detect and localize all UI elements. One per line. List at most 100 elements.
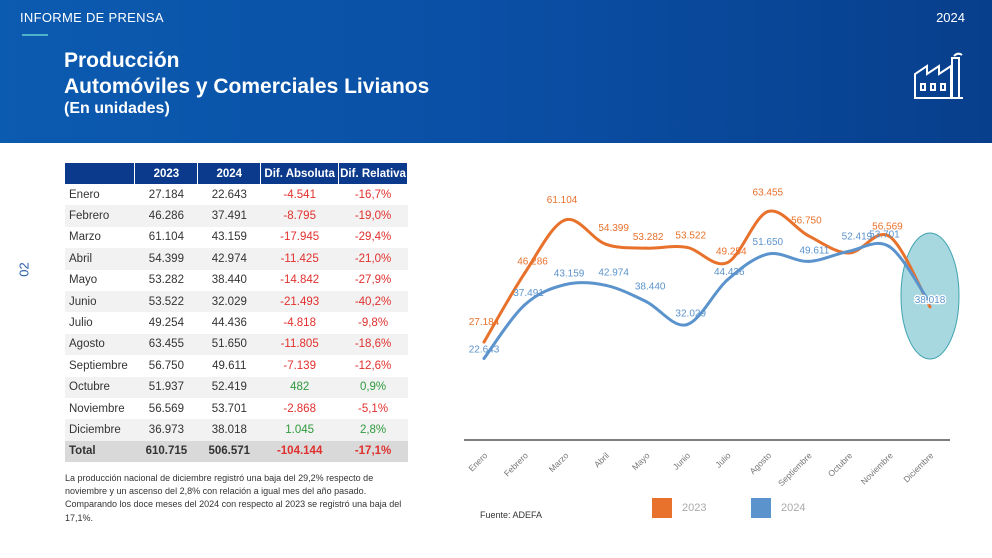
factory-icon xyxy=(914,52,963,99)
production-table: 2023 2024 Dif. Absoluta Dif. Relativa En… xyxy=(65,163,408,463)
cell-month: Mayo xyxy=(69,274,98,287)
report-kicker: INFORME DE PRENSA xyxy=(20,10,164,25)
x-tick-label: Noviembre xyxy=(859,450,895,486)
cell-month: Marzo xyxy=(69,231,101,244)
data-label-2023: 56.750 xyxy=(791,216,822,227)
cell-abs-diff: 482 xyxy=(260,376,339,398)
cell-total-2023: 610.715 xyxy=(134,440,198,463)
col-header-month xyxy=(65,163,136,184)
cell-rel-diff: 0,9% xyxy=(338,376,408,398)
cell-rel-diff: -5,1% xyxy=(358,402,389,415)
x-tick-label: Junio xyxy=(671,450,693,472)
title-line-1: Producción xyxy=(64,49,180,72)
table-header-row: 2023 2024 Dif. Absoluta Dif. Relativa xyxy=(65,163,408,184)
legend-label-2024: 2024 xyxy=(781,502,806,514)
table-row: Abril 54.399 42.974 -11.425 -21,0% xyxy=(65,248,408,270)
data-label-2024: 44.436 xyxy=(714,267,745,278)
data-point-2023 xyxy=(604,242,608,246)
data-point-2023 xyxy=(685,245,689,249)
data-point-2024 xyxy=(806,259,810,263)
data-label-2024: 43.159 xyxy=(554,269,585,280)
cell-2024: 38.440 xyxy=(211,274,247,287)
data-label-2024: 38.440 xyxy=(635,282,666,293)
data-point-2024 xyxy=(847,249,851,253)
table-row: Junio 53.522 32.029 -21.493 -40,2% xyxy=(65,290,408,313)
data-label-2023: 53.522 xyxy=(675,230,706,241)
legend-swatch-2023 xyxy=(652,498,672,518)
x-tick-label: Enero xyxy=(466,450,489,473)
col-header-rel-diff: Dif. Relativa xyxy=(338,163,408,184)
data-label-2024: 22.643 xyxy=(469,344,500,355)
x-tick-label: Octubre xyxy=(826,450,855,479)
cell-abs-diff: -2.868 xyxy=(283,402,316,415)
cell-2023: 54.399 xyxy=(134,248,198,270)
cell-abs-diff: -11.805 xyxy=(260,333,339,356)
data-point-2023 xyxy=(887,234,891,238)
cell-2023: 27.184 xyxy=(148,188,184,201)
data-point-2023 xyxy=(725,261,729,265)
data-point-2024 xyxy=(644,300,648,304)
data-point-2024 xyxy=(523,303,527,307)
x-tick-label: Mayo xyxy=(630,450,652,472)
cell-2023: 53.282 xyxy=(148,274,184,287)
cell-month: Noviembre xyxy=(69,402,125,415)
header-banner: INFORME DE PRENSA 2024 Producción Automó… xyxy=(0,0,992,143)
x-tick-label: Febrero xyxy=(502,450,530,478)
cell-abs-diff: -7.139 xyxy=(283,359,316,372)
cell-2024: 43.159 xyxy=(211,231,247,244)
data-point-2024 xyxy=(685,323,689,327)
data-label-2024: 38.018 xyxy=(915,295,946,306)
data-point-2024 xyxy=(887,245,891,249)
data-label-2024: 32.029 xyxy=(675,309,706,320)
cell-2023: 36.973 xyxy=(134,419,198,441)
data-label-2023: 53.282 xyxy=(633,232,664,243)
cell-abs-diff: -17.945 xyxy=(280,231,320,244)
data-point-2024 xyxy=(604,283,608,287)
cell-total-abs-diff: -104.144 xyxy=(260,440,339,463)
data-label-2024: 51.650 xyxy=(753,237,784,248)
cell-month: Febrero xyxy=(65,205,135,227)
source-note: Fuente: ADEFA xyxy=(480,510,543,520)
x-tick-label: Agosto xyxy=(747,450,773,476)
cell-total-2024: 506.571 xyxy=(197,440,261,463)
note-paragraph-1: La producción nacional de diciembre regi… xyxy=(65,473,374,497)
cell-month: Junio xyxy=(65,290,135,313)
cell-rel-diff: -27,9% xyxy=(354,274,392,287)
cell-abs-diff: -21.493 xyxy=(260,290,339,313)
data-label-2023: 61.104 xyxy=(547,195,578,206)
cell-2024: 49.611 xyxy=(212,359,247,372)
production-line-chart: 27.184 46.286 61.104 54.399 53.282 53.522 49.2… xyxy=(464,188,960,488)
cell-month: Octubre xyxy=(65,376,135,398)
data-point-2024 xyxy=(725,278,729,282)
cell-2024: 38.018 xyxy=(197,419,261,441)
title-line-2: Automóviles y Comerciales Livianos xyxy=(64,75,430,98)
cell-2024: 32.029 xyxy=(197,290,261,313)
cell-month: Enero xyxy=(69,188,100,201)
x-tick-label: Diciembre xyxy=(901,450,935,484)
cell-2024: 52.419 xyxy=(197,376,261,398)
cell-total-rel-diff: -17,1% xyxy=(338,440,408,463)
table-row: Enero 27.184 22.643 -4.541 -16,7% xyxy=(65,184,408,205)
cell-rel-diff: -40,2% xyxy=(338,290,408,313)
cell-month: Abril xyxy=(65,248,135,270)
cell-2023: 63.455 xyxy=(134,333,198,356)
page-number: 02 xyxy=(16,262,32,277)
cell-month: Septiembre xyxy=(69,359,128,372)
cell-month: Diciembre xyxy=(65,419,135,441)
legend-swatch-2024 xyxy=(751,498,771,518)
cell-2023: 53.522 xyxy=(134,290,198,313)
data-label-2024: 37.491 xyxy=(513,288,544,299)
table-row: Octubre 51.937 52.419 482 0,9% xyxy=(65,376,408,398)
data-label-2024: 49.611 xyxy=(799,245,829,256)
data-label-2023: 46.286 xyxy=(517,256,548,267)
data-label-2023: 27.184 xyxy=(469,317,500,328)
data-label-2023: 49.254 xyxy=(716,247,747,258)
data-point-2023 xyxy=(806,234,810,238)
x-tick-label: Abril xyxy=(592,450,611,469)
kicker-underline xyxy=(22,34,48,36)
table-row: Agosto 63.455 51.650 -11.805 -18,6% xyxy=(65,333,408,356)
data-point-2023 xyxy=(482,340,486,344)
data-label-2023: 56.569 xyxy=(872,221,903,232)
cell-abs-diff: -11.425 xyxy=(260,248,339,270)
cell-2023: 56.750 xyxy=(148,359,184,372)
